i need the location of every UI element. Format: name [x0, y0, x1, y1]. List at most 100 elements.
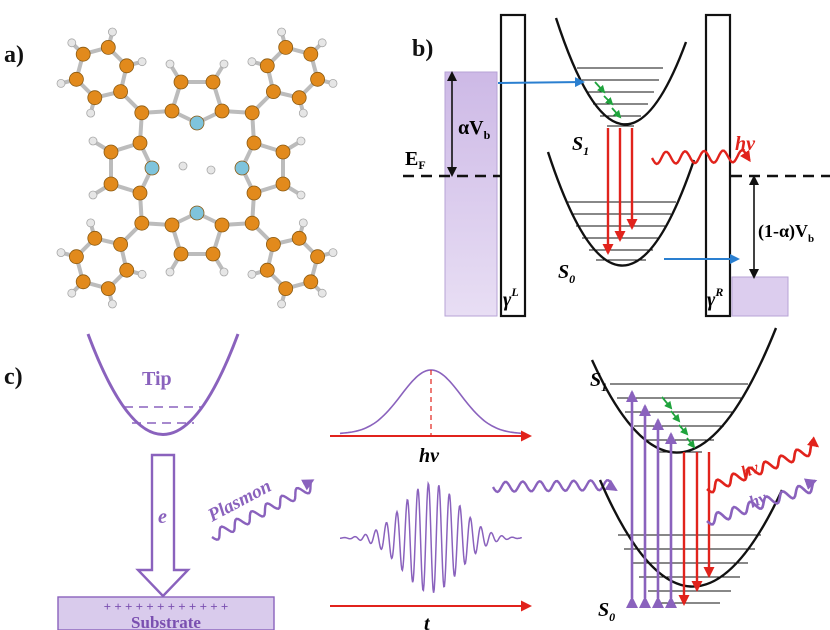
plasmon-wave	[211, 479, 315, 541]
carbon-atom	[69, 71, 84, 87]
carbon-atom	[259, 262, 275, 278]
panel-a: a)	[4, 27, 338, 309]
hydrogen-atom	[56, 248, 66, 258]
carbon-atom	[214, 217, 230, 233]
b-s1-label: S1	[572, 133, 589, 158]
time-axis-label: t	[424, 613, 431, 630]
carbon-atom	[275, 176, 291, 192]
carbon-atom	[119, 262, 135, 278]
carbon-atom	[75, 274, 91, 290]
hydrogen-atom	[247, 57, 257, 67]
tip-levels	[124, 406, 202, 424]
carbon-atom	[134, 105, 150, 121]
hydrogen-atom	[88, 190, 98, 200]
carbon-atom	[164, 217, 180, 233]
b-relaxation-arrows	[594, 81, 622, 119]
hydrogen-atom	[219, 267, 229, 277]
hydrogen-atom	[206, 165, 216, 175]
carbon-atom	[246, 185, 262, 201]
carbon-atom	[205, 74, 221, 90]
gamma-right-label: γR	[707, 285, 723, 311]
c-red-photon-label: hν	[738, 458, 761, 482]
hydrogen-atom	[88, 136, 98, 146]
hydrogen-atom	[86, 108, 96, 118]
carbon-atom	[173, 74, 189, 90]
carbon-atom	[214, 103, 230, 119]
right-electrode	[731, 276, 789, 317]
hydrogen-atom	[178, 161, 188, 171]
gamma-left-label: γL	[503, 285, 519, 311]
hydrogen-atom	[219, 59, 229, 69]
substrate-charges: + + + + + + + + + + + +	[104, 599, 229, 614]
carbon-atom	[265, 84, 281, 99]
carbon-atom	[134, 215, 150, 231]
hydrogen-atom	[298, 108, 308, 118]
carbon-atom	[100, 281, 116, 297]
carbon-atom	[244, 215, 260, 231]
carbon-atom	[205, 246, 221, 262]
c-red-photon-wave	[706, 436, 820, 494]
b-electron-injection-arrow	[497, 77, 585, 88]
nitrogen-atom	[189, 115, 205, 131]
carbon-atom	[173, 246, 189, 262]
c-relaxation-arrows	[661, 396, 696, 449]
hydrogen-atom	[277, 27, 287, 37]
carbon-atom	[291, 90, 307, 106]
c-purple-photon-label: hν	[746, 488, 769, 512]
one-minus-alpha-vb-label: (1-α)Vb	[758, 221, 814, 245]
c-s0-label: S0	[598, 599, 615, 624]
nitrogen-atom	[189, 205, 205, 221]
carbon-atom	[75, 46, 91, 62]
c-s1-label: S1	[590, 369, 607, 394]
carbon-atom	[275, 144, 291, 160]
b-emission-arrows	[602, 128, 638, 255]
carbon-atom	[69, 249, 84, 265]
hydrogen-atom	[328, 248, 338, 258]
time-wave-packet	[340, 480, 522, 593]
carbon-atom	[259, 58, 275, 74]
hydrogen-atom	[56, 79, 66, 88]
carbon-atom	[100, 40, 116, 55]
carbon-atom	[132, 185, 148, 201]
hydrogen-atom	[108, 299, 117, 309]
carbon-atom	[278, 40, 294, 55]
nitrogen-atom	[144, 160, 160, 176]
panel-a-label: a)	[4, 42, 24, 68]
carbon-atom	[87, 90, 103, 106]
alpha-vb-label: αVb	[458, 117, 491, 142]
c-purple-photon-wave	[706, 478, 818, 526]
spectrum-axis-label: hν	[419, 445, 440, 467]
b-photon-label: hν	[735, 133, 756, 155]
panel-c-label: c)	[4, 364, 23, 390]
right-barrier	[704, 13, 732, 318]
substrate-label: Substrate	[131, 613, 201, 630]
c-s0-vibrational-levels	[618, 534, 761, 604]
porphyrin-molecule	[56, 27, 338, 309]
c-excitation-arrows	[626, 390, 677, 608]
electron-label: e	[158, 506, 167, 528]
b-s1-potential-curve	[554, 17, 688, 126]
hydrogen-atom	[86, 218, 96, 228]
hydrogen-atom	[317, 288, 327, 298]
carbon-atom	[132, 135, 148, 151]
tip-potential-curve	[86, 333, 240, 436]
panel-b-label: b)	[412, 36, 433, 62]
hydrogen-atom	[296, 190, 306, 200]
hydrogen-atom	[165, 59, 175, 69]
hydrogen-atom	[277, 299, 287, 309]
hydrogen-atom	[298, 218, 308, 228]
fermi-label: EF	[405, 148, 426, 172]
hydrogen-atom	[108, 27, 117, 37]
b-s0-label: S0	[558, 261, 575, 286]
carbon-atom	[291, 230, 307, 246]
hydrogen-atom	[317, 38, 327, 48]
tip-label: Tip	[142, 368, 172, 390]
carbon-atom	[310, 71, 326, 87]
carbon-atom	[278, 281, 294, 297]
carbon-atom	[103, 144, 119, 160]
carbon-atom	[119, 58, 135, 74]
panel-c: c) Tip e + + + + + + + + + + + + Substra…	[4, 327, 820, 630]
hydrogen-atom	[137, 269, 147, 279]
hydrogen-atom	[67, 38, 77, 48]
